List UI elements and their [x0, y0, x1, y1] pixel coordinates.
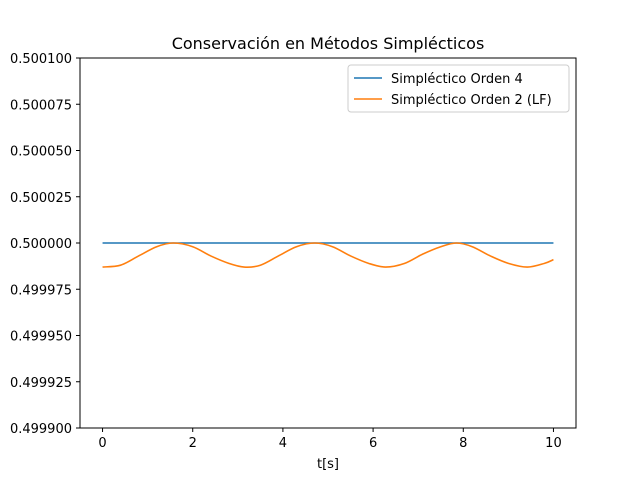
x-tick-label: 6: [369, 436, 377, 451]
legend-label: Simpléctico Orden 2 (LF): [391, 93, 552, 108]
series-line-orden-2: [102, 242, 554, 268]
y-tick-label: 0.500000: [10, 237, 72, 252]
legend-label: Simpléctico Orden 4: [391, 72, 523, 87]
x-axis: 0 2 4 6 8 10: [98, 428, 562, 451]
x-tick-label: 0: [98, 436, 106, 451]
legend: Simpléctico Orden 4 Simpléctico Orden 2 (…: [347, 64, 570, 113]
y-tick-label: 0.499950: [10, 330, 72, 345]
y-tick-label: 0.500075: [10, 98, 72, 113]
y-axis: 0.499900 0.499925 0.499950 0.499975 0.500000…: [10, 52, 80, 437]
y-tick-label: 0.499975: [10, 283, 72, 298]
x-axis-label: t[s]: [317, 457, 339, 472]
legend-box: [347, 64, 570, 113]
y-tick-label: 0.500050: [10, 145, 72, 160]
x-tick-label: 8: [459, 436, 467, 451]
y-tick-label: 0.499900: [10, 422, 72, 437]
x-tick-label: 2: [189, 436, 197, 451]
chart-title: Conservación en Métodos Simplécticos: [172, 34, 485, 53]
y-tick-label: 0.499925: [10, 376, 72, 391]
x-tick-label: 10: [545, 436, 562, 451]
y-tick-label: 0.500100: [10, 52, 72, 67]
y-tick-label: 0.500025: [10, 191, 72, 206]
series-layer: [102, 242, 554, 268]
x-tick-label: 4: [279, 436, 287, 451]
